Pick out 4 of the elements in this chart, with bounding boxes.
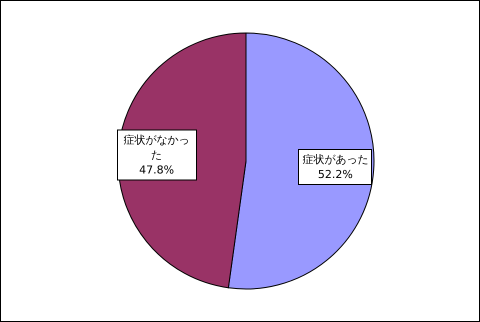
slice-label: 症状があった [302,152,368,168]
slice-label: 症状がなかった [122,132,191,162]
data-label: 47.8% [138,162,176,178]
data-label: 52.2% [316,167,354,182]
